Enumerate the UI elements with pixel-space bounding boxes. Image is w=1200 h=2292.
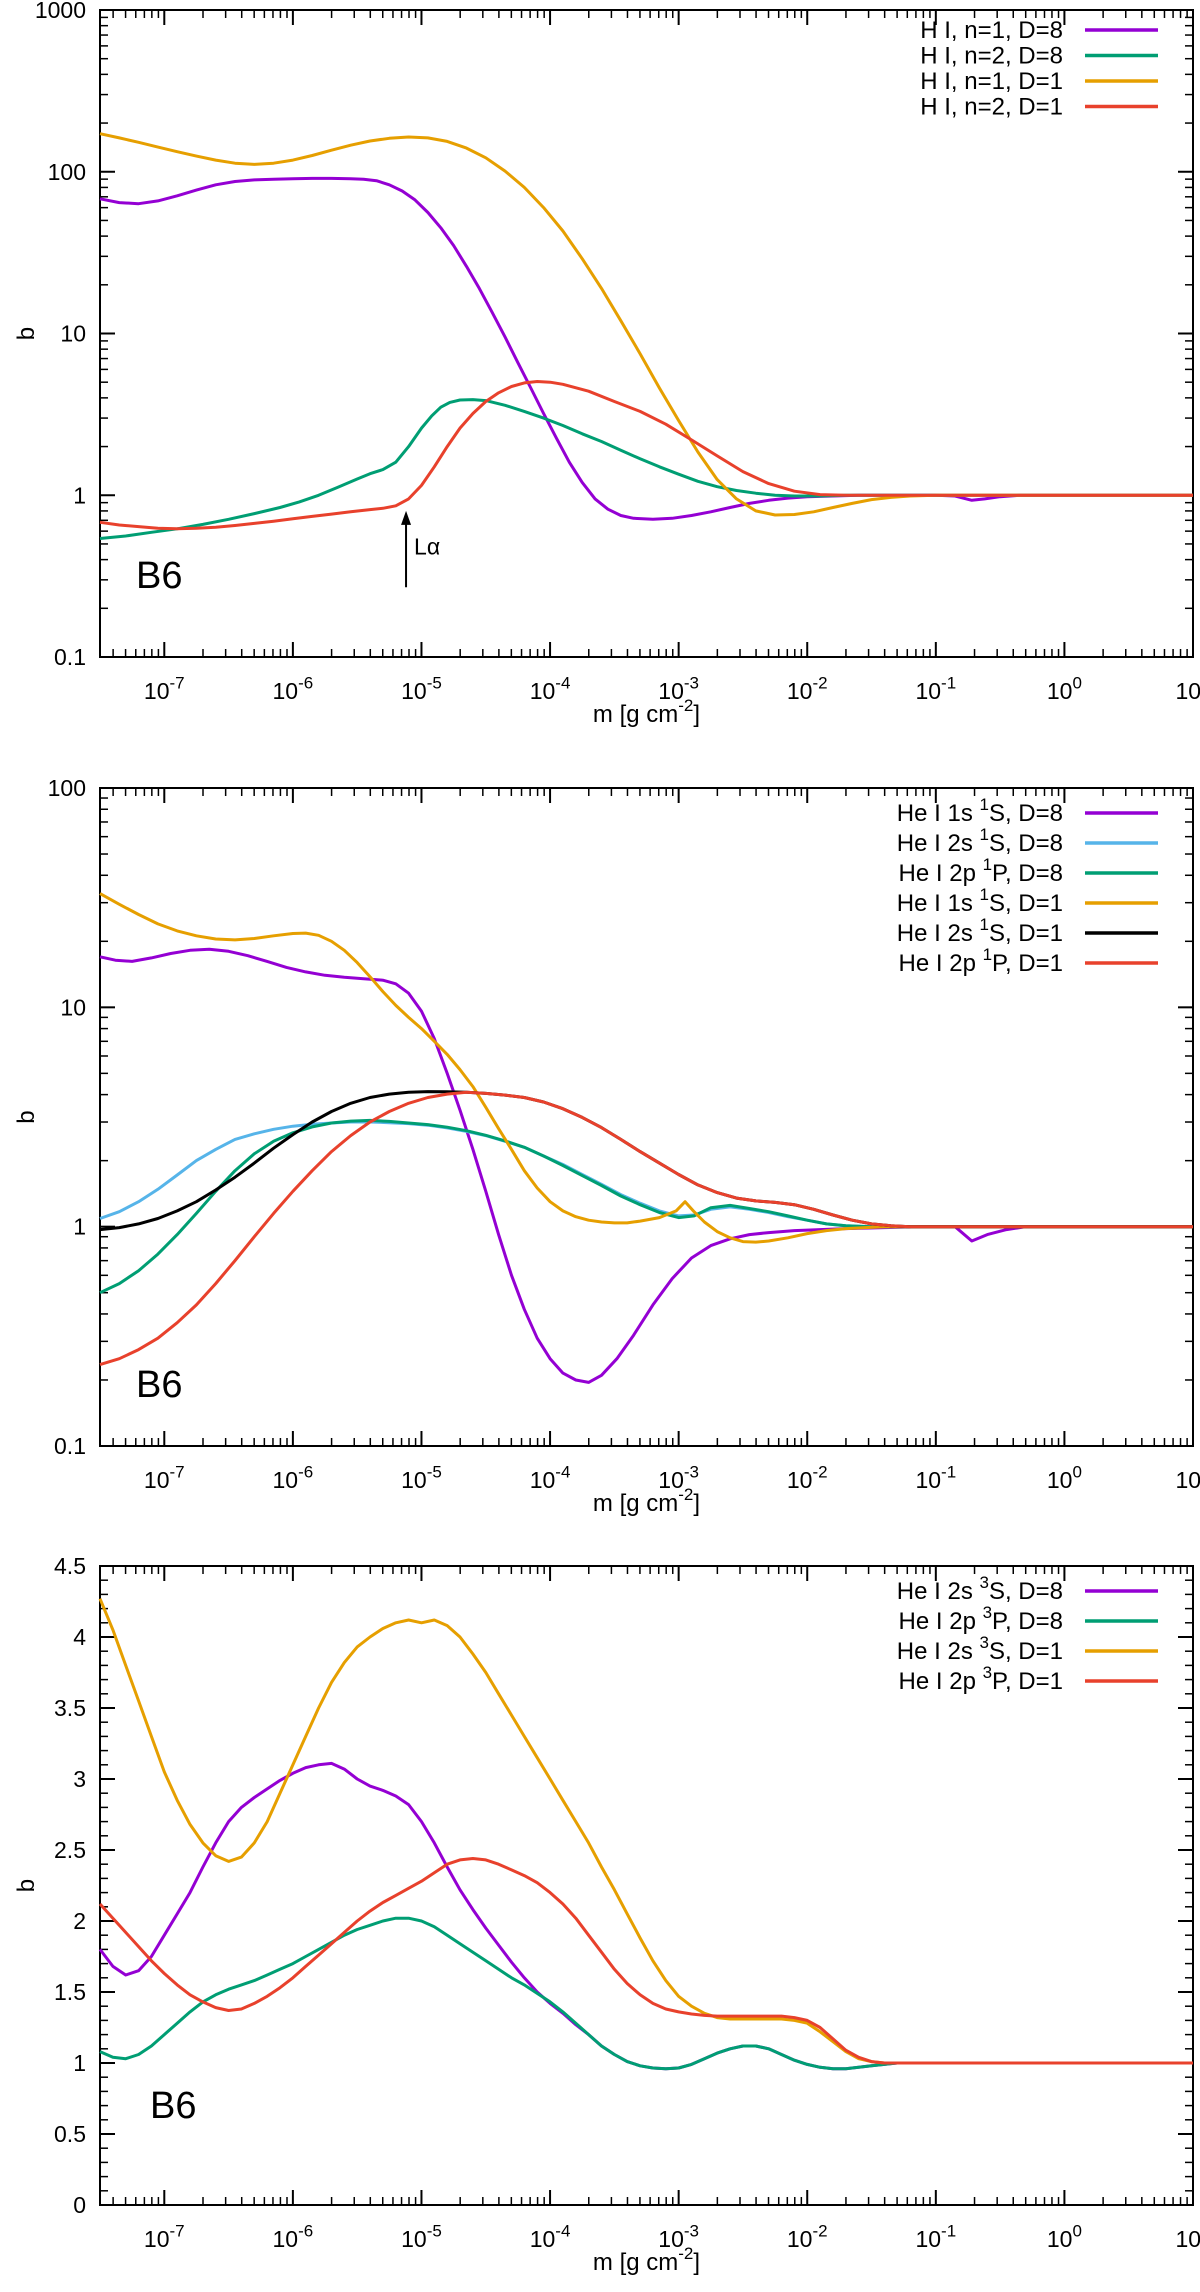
plot-border (99, 787, 1194, 1447)
y-axis-title: b (13, 1879, 40, 1892)
x-tick-label: 10-3 (658, 674, 699, 704)
x-axis-title: m [g cm-2] (593, 696, 700, 728)
y-tick-label: 0.1 (54, 644, 86, 670)
panel-label: B6 (136, 555, 182, 597)
y-tick-label: 4 (73, 1624, 86, 1650)
y-tick-label: 3 (73, 1766, 86, 1792)
legend-label: He I 2p 1P, D=1 (899, 945, 1063, 977)
plot-helium-triplet-canvas: 10-7 10-6 10-5 10-4 10-3 10-2 10-1 100 101 0 0.5 1 1… (13, 1553, 1200, 2276)
y-tick-label: 10 (60, 994, 86, 1020)
annotation-arrow-head (401, 510, 412, 525)
x-tick-label: 100 (1047, 674, 1082, 704)
plot-helium-singlet-canvas: 10-710-610-510-410-310-210-1100101100101… (13, 775, 1200, 1517)
y-tick-label: 2 (73, 1908, 86, 1934)
x-tick-label: 10-4 (530, 2222, 571, 2252)
x-tick-label: 10-3 (658, 1463, 699, 1493)
x-tick-label: 100 (1047, 1463, 1082, 1493)
legend-label: H I, n=1, D=8 (920, 17, 1063, 44)
y-tick-label: 4.5 (54, 1553, 86, 1579)
y-axis-title: b (13, 1110, 40, 1123)
x-tick-label: 10-7 (144, 674, 185, 704)
x-tick-label: 10-6 (273, 2222, 314, 2252)
x-tick-label: 10-4 (530, 1463, 571, 1493)
x-tick-label: 10-2 (787, 1463, 828, 1493)
legend-label: H I, n=2, D=8 (920, 43, 1063, 70)
plot-helium-triplet-departure: 10-7 10-6 10-5 10-4 10-3 10-2 10-1 100 101 0 0.5 1 1… (0, 1528, 1200, 2292)
x-tick-label: 10-1 (915, 1463, 956, 1493)
legend-label: He I 2p 1P, D=8 (899, 855, 1063, 887)
y-tick-label: 2.5 (54, 1837, 86, 1863)
x-tick-label: 10-3 (658, 2222, 699, 2252)
series-curve-h-i-n-2-d-8 (99, 398, 1193, 540)
x-tick-label: 100 (1047, 2222, 1082, 2252)
plot-hydrogen-canvas: 10-710-610-510-410-310-210-1100101100010… (13, 0, 1200, 728)
y-tick-label: 0 (73, 2192, 86, 2218)
y-axis-title: b (13, 327, 40, 340)
legend-label: He I 1s 1S, D=1 (897, 885, 1063, 917)
panel-label: B6 (136, 1364, 182, 1406)
legend-label: He I 2s 1S, D=8 (897, 825, 1063, 857)
y-tick-label: 10 (60, 321, 86, 347)
series-curve-he-i-2p-1p-d-8 (99, 1118, 1193, 1295)
x-tick-label: 101 (1175, 1463, 1200, 1493)
legend-label: He I 1s 1S, D=8 (897, 795, 1063, 827)
series-curve-h-i-n-1-d-1 (99, 132, 1193, 517)
x-tick-label: 10-5 (401, 2222, 442, 2252)
x-tick-label: 10-2 (787, 674, 828, 704)
x-tick-label: 10-2 (787, 2222, 828, 2252)
y-tick-label: 1 (73, 1214, 86, 1240)
x-tick-label: 10-4 (530, 674, 571, 704)
series-curve-he-i-2s-3s-d-8 (98, 1761, 1193, 2071)
legend-label: He I 2s 1S, D=1 (897, 915, 1063, 947)
plot-border (99, 1565, 1194, 2206)
x-axis-title: m [g cm-2] (593, 1485, 700, 1517)
legend-label: He I 2p 3P, D=1 (899, 1663, 1063, 1695)
series-curve-he-i-2p-3p-d-8 (99, 1916, 1193, 2071)
x-tick-label: 10-5 (401, 674, 442, 704)
x-tick-label: 10-1 (915, 2222, 956, 2252)
panel-label: B6 (150, 2085, 196, 2127)
x-axis-title: m [g cm-2] (593, 2244, 700, 2276)
y-tick-label: 0.5 (54, 2121, 86, 2147)
plot-helium-singlet-departure: 10-710-610-510-410-310-210-1100101100101… (0, 764, 1200, 1528)
y-tick-label: 100 (48, 775, 86, 801)
y-tick-label: 1.5 (54, 1979, 86, 2005)
legend-label: H I, n=1, D=1 (920, 68, 1063, 95)
legend-label: He I 2p 3P, D=8 (899, 1603, 1063, 1635)
legend-label: H I, n=2, D=1 (920, 94, 1063, 121)
y-tick-label: 0.1 (54, 1433, 86, 1459)
x-tick-label: 10-7 (144, 2222, 185, 2252)
series-curve-h-i-n-1-d-8 (99, 176, 1193, 521)
y-tick-label: 1000 (35, 0, 86, 23)
annotation-label: Lα (414, 534, 440, 560)
x-tick-label: 10-1 (915, 674, 956, 704)
series-curve-h-i-n-2-d-1 (99, 380, 1193, 531)
y-tick-label: 3.5 (54, 1695, 86, 1721)
x-tick-label: 10-5 (401, 1463, 442, 1493)
y-tick-label: 1 (73, 2050, 86, 2076)
series-curve-he-i-2s-1s-d-8 (99, 1120, 1193, 1229)
x-tick-label: 101 (1175, 2222, 1200, 2252)
series-curve-he-i-1s-1s-d-1 (99, 892, 1193, 1244)
legend-label: He I 2s 3S, D=8 (897, 1573, 1063, 1605)
series-curve-he-i-1s-1s-d-8 (99, 947, 1193, 1384)
series-curve-he-i-2s-3s-d-1 (98, 1598, 1193, 2065)
x-tick-label: 10-6 (273, 1463, 314, 1493)
legend-label: He I 2s 3S, D=1 (897, 1633, 1063, 1665)
x-tick-label: 10-6 (273, 674, 314, 704)
series-curve-he-i-2p-3p-d-1 (98, 1857, 1193, 2065)
y-tick-label: 100 (48, 159, 86, 185)
x-tick-label: 101 (1175, 674, 1200, 704)
plot-hydrogen-departure: 10-710-610-510-410-310-210-1100101100010… (0, 0, 1200, 764)
x-tick-label: 10-7 (144, 1463, 185, 1493)
y-tick-label: 1 (73, 482, 86, 508)
series-curve-he-i-2p-1p-d-1 (99, 1090, 1193, 1367)
